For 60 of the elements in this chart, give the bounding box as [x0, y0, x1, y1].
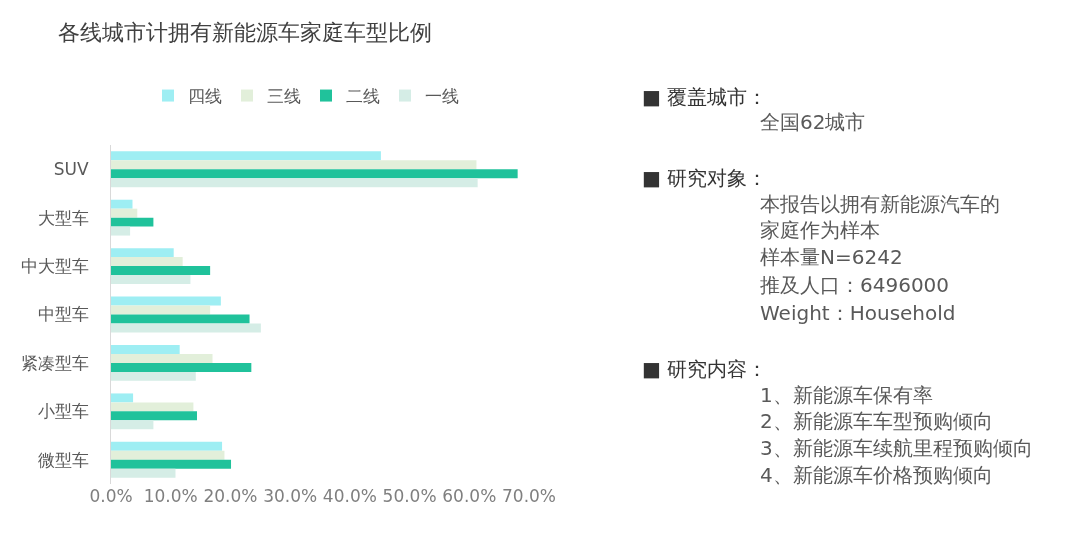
bar — [111, 305, 211, 315]
x-tick-label: 20.0% — [203, 486, 258, 506]
bar — [111, 371, 196, 381]
bar — [111, 217, 154, 227]
x-tick-label: 30.0% — [263, 486, 318, 506]
text: 样本量N=6242 — [760, 245, 903, 269]
bar — [111, 441, 223, 451]
y-tick-label: 中大型车 — [20, 256, 89, 277]
y-tick-label: 小型车 — [37, 401, 89, 422]
legend-label: 四线 — [188, 86, 222, 107]
bar — [111, 420, 154, 430]
x-tick-label: 10.0% — [143, 486, 198, 506]
bar — [111, 296, 221, 306]
bar — [111, 178, 478, 188]
bar — [111, 314, 250, 324]
bar — [111, 402, 194, 412]
text: 本报告以拥有新能源汽车的家庭作为样本 — [760, 192, 1000, 242]
y-tick-label: 微型车 — [37, 449, 89, 470]
bar — [111, 226, 131, 236]
y-tick-label: 中型车 — [37, 304, 89, 325]
bar — [111, 345, 180, 354]
legend-label: 三线 — [267, 86, 301, 107]
x-tick-label: 60.0% — [442, 486, 497, 506]
x-tick-label: 50.0% — [382, 486, 437, 506]
y-tick-label: 大型车 — [37, 207, 89, 228]
y-tick-label: SUV — [53, 159, 89, 180]
y-tick-label: 紧凑型车 — [20, 352, 89, 373]
bar — [111, 468, 176, 478]
legend-label: 二线 — [346, 86, 380, 107]
bar — [111, 199, 133, 209]
text: 3、新能源车续航里程预购倾向 — [760, 436, 1033, 460]
text: ■ 研究对象： — [642, 166, 768, 190]
x-tick-label: 40.0% — [322, 486, 377, 506]
text: ■ 研究内容： — [642, 357, 768, 381]
bar — [111, 266, 211, 276]
text: 4、新能源车价格预购倾向 — [760, 463, 993, 487]
text: Weight：Household — [760, 301, 956, 325]
bar — [111, 459, 232, 469]
bar — [111, 208, 138, 218]
bar — [111, 151, 381, 161]
bar — [111, 160, 477, 170]
bar — [111, 169, 518, 179]
text: 全国62城市 — [760, 110, 866, 134]
bar — [111, 362, 252, 372]
bar — [111, 411, 197, 421]
legend-label: 一线 — [425, 86, 459, 107]
bar — [111, 248, 174, 258]
bar — [111, 393, 134, 403]
text: 1、新能源车保有率 — [760, 383, 933, 407]
text: 2、新能源车车型预购倾向 — [760, 409, 993, 433]
bar — [111, 257, 183, 267]
bar — [111, 353, 213, 363]
bar — [111, 275, 191, 284]
x-tick-label: 0.0% — [89, 486, 133, 506]
chart-title: 各线城市计拥有新能源车家庭车型比例 — [58, 19, 432, 45]
x-tick-label: 70.0% — [501, 486, 557, 506]
bar — [111, 323, 261, 333]
text: ■ 覆盖城市： — [642, 85, 768, 109]
text: 推及人口：6496000 — [760, 273, 950, 297]
bar — [111, 450, 225, 460]
